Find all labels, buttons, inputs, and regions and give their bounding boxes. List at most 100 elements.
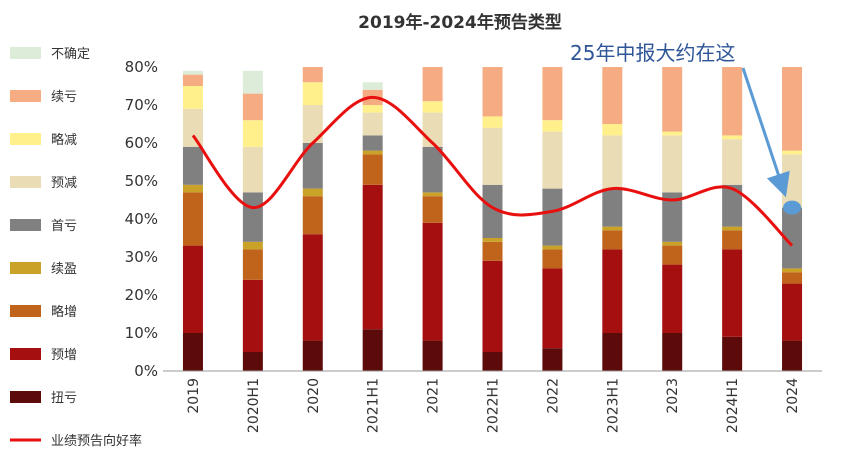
- y-tick-label: 0%: [134, 362, 158, 380]
- bar-segment: [482, 127, 503, 185]
- x-tick-label: 2022H1: [486, 378, 502, 433]
- bar-segment: [722, 139, 743, 185]
- bar-segment: [242, 70, 263, 94]
- legend-swatch: [10, 348, 41, 360]
- bar-segment: [362, 135, 383, 151]
- legend-item-line: 业绩预告向好率: [10, 433, 142, 449]
- bar-segment: [302, 105, 323, 143]
- line-layer: [191, 95, 794, 247]
- bar-segment: [302, 340, 323, 371]
- legend-label: 略增: [51, 304, 77, 320]
- bar-segment: [302, 188, 323, 197]
- bar-segment: [182, 184, 203, 193]
- bar-stack-2021h1: [362, 82, 383, 371]
- bar-segment: [422, 222, 443, 341]
- bar-segment: [182, 70, 203, 75]
- legend-item-2: 略减: [10, 132, 77, 148]
- annotation-marker: [783, 200, 802, 215]
- y-tick-label: 20%: [125, 286, 158, 304]
- bar-segment: [782, 154, 803, 208]
- bar-segment: [302, 82, 323, 105]
- bar-segment: [542, 188, 563, 246]
- bar-segment: [182, 333, 203, 371]
- bar-segment: [182, 245, 203, 333]
- bar-segment: [662, 333, 683, 371]
- bar-stack-2019: [182, 70, 203, 371]
- legend-label: 预减: [51, 176, 77, 191]
- bar-segment: [242, 241, 263, 250]
- bar-segment: [602, 226, 623, 231]
- bar-segment: [662, 192, 683, 242]
- bar-stack-2024h1: [722, 67, 743, 371]
- x-tick-label: 2024: [785, 378, 801, 414]
- legend-label: 略减: [51, 132, 77, 148]
- bar-segment: [782, 150, 803, 155]
- bar-segment: [422, 146, 443, 193]
- bar-segment: [242, 279, 263, 352]
- bar-segment: [362, 105, 383, 113]
- legend-label: 扭亏: [51, 391, 77, 406]
- y-tick-label: 40%: [125, 210, 158, 228]
- bar-stack-2022h1: [482, 67, 503, 371]
- bar-segment: [242, 146, 263, 193]
- bar-segment: [542, 245, 563, 250]
- y-tick-label: 50%: [125, 172, 158, 190]
- bar-segment: [362, 329, 383, 371]
- bar-segment: [782, 207, 803, 269]
- legend-label: 业绩预告向好率: [51, 433, 142, 449]
- bar-segment: [422, 340, 443, 371]
- bar-segment: [422, 101, 443, 113]
- bar-segment: [602, 230, 623, 250]
- x-tick-label: 2023H1: [605, 378, 621, 433]
- bar-stack-2022: [542, 67, 563, 371]
- bar-segment: [782, 268, 803, 273]
- bar-segment: [482, 260, 503, 352]
- bar-segment: [242, 93, 263, 121]
- x-tick-label: 2021H1: [366, 378, 382, 433]
- x-tick-label: 2019: [186, 378, 202, 414]
- bar-segment: [662, 131, 683, 136]
- bar-segment: [482, 241, 503, 261]
- legend-swatch: [10, 47, 41, 59]
- y-tick-label: 80%: [125, 58, 158, 76]
- x-axis: 2019 2020H1 2020 2021H1 2021 2022H1 2022 2023H1…: [163, 370, 822, 433]
- bar-segment: [302, 67, 323, 83]
- legend-swatch: [10, 176, 41, 188]
- bar-segment: [242, 192, 263, 242]
- x-tick-label: 2020: [306, 378, 322, 414]
- legend-label: 不确定: [51, 47, 90, 62]
- legend-item-4: 首亏: [10, 219, 77, 234]
- legend-label: 续盈: [51, 262, 77, 277]
- legend-item-3: 预减: [10, 176, 77, 191]
- bar-segment: [482, 238, 503, 242]
- bar-segment: [182, 192, 203, 246]
- bar-segment: [422, 67, 443, 102]
- legend-label: 预增: [51, 348, 77, 363]
- bar-segment: [302, 143, 323, 189]
- bar-segment: [722, 67, 743, 136]
- bar-segment: [602, 124, 623, 136]
- x-tick-label: 2021: [426, 378, 442, 414]
- bar-segment: [782, 272, 803, 284]
- bar-segment: [782, 283, 803, 341]
- bar-segment: [722, 230, 743, 250]
- bar-segment: [662, 245, 683, 265]
- bar-segment: [482, 67, 503, 117]
- y-axis: 0% 10% 20% 30% 40% 50% 60% 70% 80%: [125, 58, 158, 380]
- bar-segment: [542, 348, 563, 371]
- bar-segment: [182, 146, 203, 185]
- y-tick-label: 30%: [125, 248, 158, 266]
- legend-label: 首亏: [51, 219, 77, 234]
- bar-segment: [242, 120, 263, 147]
- y-tick-label: 10%: [125, 324, 158, 342]
- legend-item-6: 略增: [10, 304, 77, 320]
- line-series-path: [191, 95, 794, 247]
- bar-segment: [422, 196, 443, 223]
- bar-segment: [662, 241, 683, 246]
- bar-segment: [722, 184, 743, 227]
- bar-segment: [602, 67, 623, 124]
- legend-swatch: [10, 262, 41, 274]
- legend-item-7: 预增: [10, 348, 77, 363]
- bar-stack-2023h1: [602, 67, 623, 371]
